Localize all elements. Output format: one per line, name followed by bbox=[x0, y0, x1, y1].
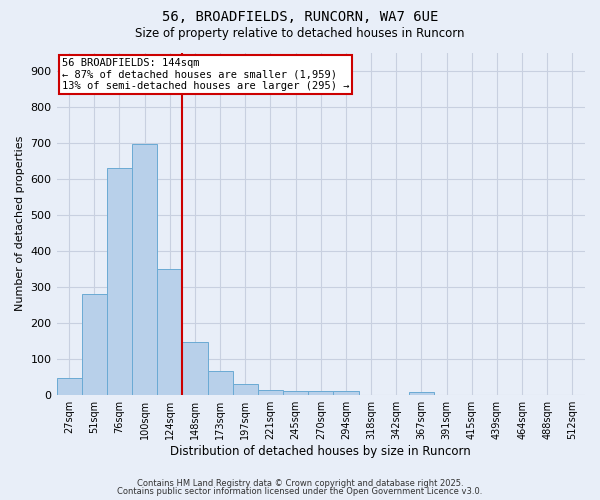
Text: 56 BROADFIELDS: 144sqm
← 87% of detached houses are smaller (1,959)
13% of semi-: 56 BROADFIELDS: 144sqm ← 87% of detached… bbox=[62, 58, 349, 91]
Text: Contains HM Land Registry data © Crown copyright and database right 2025.: Contains HM Land Registry data © Crown c… bbox=[137, 478, 463, 488]
Text: Contains public sector information licensed under the Open Government Licence v3: Contains public sector information licen… bbox=[118, 487, 482, 496]
Bar bbox=[308, 391, 334, 394]
Text: Size of property relative to detached houses in Runcorn: Size of property relative to detached ho… bbox=[135, 28, 465, 40]
Bar bbox=[107, 168, 132, 394]
Bar bbox=[334, 391, 359, 394]
Bar bbox=[82, 294, 107, 394]
Bar bbox=[208, 372, 233, 394]
Bar bbox=[182, 342, 208, 394]
Bar bbox=[157, 268, 182, 394]
Bar bbox=[233, 384, 258, 394]
Bar bbox=[283, 391, 308, 394]
Text: 56, BROADFIELDS, RUNCORN, WA7 6UE: 56, BROADFIELDS, RUNCORN, WA7 6UE bbox=[162, 10, 438, 24]
Bar bbox=[258, 390, 283, 394]
X-axis label: Distribution of detached houses by size in Runcorn: Distribution of detached houses by size … bbox=[170, 444, 471, 458]
Y-axis label: Number of detached properties: Number of detached properties bbox=[15, 136, 25, 312]
Bar bbox=[409, 392, 434, 394]
Bar bbox=[132, 144, 157, 394]
Bar bbox=[56, 378, 82, 394]
